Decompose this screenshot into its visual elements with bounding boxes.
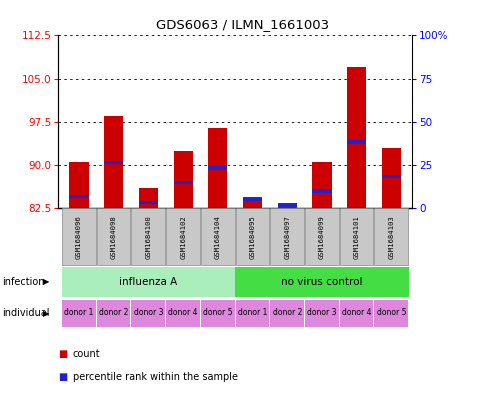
Text: donor 2: donor 2 [272,309,302,317]
Text: GSM1684099: GSM1684099 [318,215,324,259]
Text: donor 4: donor 4 [168,309,197,317]
Bar [304,208,338,265]
Bar [173,151,192,208]
Text: percentile rank within the sample: percentile rank within the sample [73,372,237,382]
Text: GSM1684101: GSM1684101 [353,215,359,259]
Bar [104,116,123,208]
Text: influenza A: influenza A [119,277,177,287]
Text: GSM1684103: GSM1684103 [388,215,393,259]
Bar [131,300,165,327]
Bar [304,300,338,327]
Bar [61,267,235,297]
Text: GSM1684097: GSM1684097 [284,215,290,259]
Bar [166,300,199,327]
Bar [166,208,199,265]
Bar [208,166,227,169]
Text: ■: ■ [58,349,67,359]
Bar [173,181,192,184]
Bar [138,201,158,204]
Bar [312,189,331,193]
Bar [62,300,95,327]
Bar [374,300,407,327]
Bar [381,148,400,208]
Bar [235,267,408,297]
Text: GSM1684096: GSM1684096 [76,215,82,259]
Text: donor 5: donor 5 [203,309,232,317]
Text: donor 4: donor 4 [341,309,371,317]
Bar [235,300,269,327]
Text: count: count [73,349,100,359]
Text: donor 3: donor 3 [307,309,336,317]
Text: GSM1684104: GSM1684104 [214,215,220,259]
Bar [62,208,95,265]
Bar [277,202,296,208]
Bar [347,67,365,208]
Bar [69,162,89,208]
Text: individual: individual [2,309,50,318]
Bar [339,300,373,327]
Bar [270,300,303,327]
Bar [242,198,261,201]
Text: GSM1684095: GSM1684095 [249,215,255,259]
Text: ▶: ▶ [43,277,49,286]
Bar [339,208,373,265]
Text: GSM1684102: GSM1684102 [180,215,186,259]
Bar [312,162,331,208]
Bar [200,300,234,327]
Text: donor 2: donor 2 [99,309,128,317]
Text: GDS6063 / ILMN_1661003: GDS6063 / ILMN_1661003 [156,18,328,31]
Bar [374,208,407,265]
Bar [381,175,400,178]
Bar [69,195,89,198]
Bar [242,197,261,208]
Bar [96,300,130,327]
Text: donor 3: donor 3 [134,309,163,317]
Text: GSM1684098: GSM1684098 [110,215,117,259]
Bar [208,128,227,208]
Bar [347,140,365,143]
Bar [200,208,234,265]
Text: no virus control: no virus control [281,277,362,287]
Text: infection: infection [2,277,45,287]
Text: donor 1: donor 1 [238,309,267,317]
Bar [131,208,165,265]
Bar [138,188,158,208]
Bar [104,161,123,164]
Text: GSM1684100: GSM1684100 [145,215,151,259]
Text: donor 5: donor 5 [376,309,405,317]
Bar [235,208,269,265]
Text: ▶: ▶ [43,309,49,318]
Bar [270,208,303,265]
Text: donor 1: donor 1 [64,309,93,317]
Bar [96,208,130,265]
Text: ■: ■ [58,372,67,382]
Bar [277,204,296,207]
